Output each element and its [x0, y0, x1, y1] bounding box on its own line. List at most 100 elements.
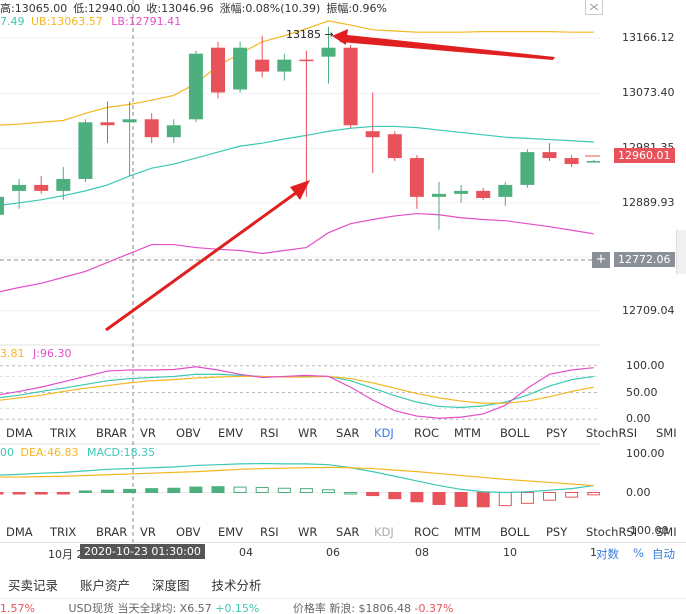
boll-mid-line — [0, 125, 594, 206]
tab-account-assets[interactable]: 账户资产 — [80, 577, 131, 593]
boll-ub-value: UB:13063.57 — [31, 15, 103, 28]
indicator-tab-rsi[interactable]: RSI — [260, 525, 279, 539]
time-label-08: 08 — [415, 546, 429, 559]
indicator-tab-wr[interactable]: WR — [298, 426, 318, 440]
candle-body — [100, 122, 115, 126]
macd-value: MACD:18.35 — [86, 446, 156, 459]
candle-body — [78, 122, 93, 179]
macd-bar — [565, 492, 579, 498]
ticker-left: 1.57% — [0, 602, 35, 614]
indicator-tab-brar[interactable]: BRAR — [96, 525, 128, 539]
current-price-tag: 12960.01 — [614, 148, 675, 163]
indicator-tab-vr[interactable]: VR — [140, 525, 156, 539]
macd-bar — [476, 492, 490, 508]
indicator-tab-stochrsi[interactable]: StochRSI — [586, 525, 638, 539]
tab-depth-chart[interactable]: 深度图 — [152, 577, 190, 593]
candle-body — [387, 134, 402, 159]
kdj-tick-label: 100.00 — [626, 358, 665, 372]
indicator-tab-psy[interactable]: PSY — [546, 426, 568, 440]
tab-trade-records[interactable]: 买卖记录 — [8, 577, 59, 593]
bottom-tab-bar: 买卖记录 账户资产 深度图 技术分析 — [0, 570, 686, 598]
indicator-tab-roc[interactable]: ROC — [414, 426, 440, 440]
boll-mid-value: 7.49 — [0, 15, 25, 28]
kdj-k-value: 3.81 — [0, 347, 25, 360]
arrow-head-2 — [290, 180, 310, 200]
macd-bar — [211, 486, 225, 494]
macd-bar — [454, 492, 468, 507]
close-value: 收:13046.96 — [146, 2, 214, 15]
macd-bar — [167, 487, 181, 493]
macd-bar — [322, 489, 335, 493]
candle-body — [144, 119, 159, 138]
candle-body — [211, 47, 225, 93]
expand-icon[interactable] — [585, 0, 603, 15]
log-scale-toggle[interactable]: 对数 — [596, 547, 619, 561]
add-line-button[interactable]: + — [592, 252, 610, 268]
high-value: 高:13065.00 — [0, 2, 68, 15]
boll-upper-line — [0, 20, 594, 126]
indicator-tab-emv[interactable]: EMV — [218, 426, 244, 440]
macd-bar — [101, 489, 114, 494]
indicator-tab-mtm[interactable]: MTM — [454, 525, 481, 539]
price-chart[interactable] — [0, 0, 600, 560]
auto-scale-toggle[interactable]: 自动 — [652, 547, 675, 561]
candle-body — [409, 158, 424, 197]
indicator-tab-mtm[interactable]: MTM — [454, 426, 481, 440]
scroll-handle[interactable] — [676, 230, 686, 274]
macd-bar — [56, 492, 70, 495]
indicator-tab-emv[interactable]: EMV — [218, 525, 244, 539]
indicator-tab-boll[interactable]: BOLL — [500, 426, 530, 440]
macd-bar — [277, 487, 291, 493]
indicator-tab-kdj[interactable]: KDJ — [374, 525, 394, 539]
indicator-tab-smi[interactable]: SMI — [656, 426, 677, 440]
macd-bar — [520, 492, 534, 504]
indicator-tab-sar[interactable]: SAR — [336, 525, 360, 539]
macd-bar — [366, 492, 380, 497]
price-axis: 13166.1213073.4012981.3512889.9312799.17… — [618, 0, 686, 340]
indicator-tab-boll[interactable]: BOLL — [500, 525, 530, 539]
tab-technical-analysis[interactable]: 技术分析 — [211, 577, 262, 593]
indicator-tab-dma[interactable]: DMA — [6, 426, 33, 440]
indicator-tab-obv[interactable]: OBV — [176, 426, 201, 440]
kdj-j-line — [0, 366, 594, 419]
indicator-tab-stochrsi[interactable]: StochRSI — [586, 426, 638, 440]
ohlc-info: 高:13065.00 低:12940.00 收:13046.96 涨幅:0.08%(1… — [0, 0, 393, 15]
macd-bar — [78, 490, 92, 494]
candle-body — [0, 196, 4, 215]
indicator-tabs-lower: DMA TRIX BRAR VR OBV EMV RSI WR SAR KDJ ROC MTM BOLL… — [0, 525, 677, 541]
indicator-tab-kdj[interactable]: KDJ — [374, 426, 394, 440]
percent-toggle[interactable]: % — [633, 546, 644, 560]
candle-body — [122, 119, 137, 123]
time-label-10: 10 — [503, 546, 517, 559]
candle-body — [542, 152, 557, 159]
price-ticker: 1.57% USD现货 当天全球均: X6.57 +0.15% 价格率 新浪: … — [0, 600, 686, 614]
macd-info: 00 DEA:46.83 MACD:18.35 — [0, 446, 155, 459]
indicator-tab-dma[interactable]: DMA — [6, 525, 33, 539]
ticker-mid-change: +0.15% — [215, 602, 260, 614]
candle-body — [432, 193, 446, 197]
indicator-tab-obv[interactable]: OBV — [176, 525, 201, 539]
candle-body — [476, 190, 491, 199]
macd-bar — [123, 488, 137, 493]
indicator-tab-wr[interactable]: WR — [298, 525, 318, 539]
indicator-tab-trix[interactable]: TRIX — [50, 426, 77, 440]
price-tick-label: 13166.12 — [622, 31, 675, 45]
indicator-tab-sar[interactable]: SAR — [336, 426, 360, 440]
macd-bar — [410, 492, 424, 503]
macd-tick-label: 100.00 — [626, 446, 665, 460]
macd-bar — [498, 492, 512, 507]
indicator-tab-roc[interactable]: ROC — [414, 525, 440, 539]
macd-bar — [0, 492, 4, 495]
macd-axis: 100.00 0.00 -100.00 — [626, 446, 686, 546]
indicator-tab-smi[interactable]: SMI — [656, 525, 677, 539]
indicator-tab-psy[interactable]: PSY — [546, 525, 568, 539]
macd-dea-line — [0, 466, 594, 487]
candle-body — [255, 59, 270, 72]
macd-bar — [233, 486, 247, 494]
time-label-1: 1 — [590, 546, 597, 559]
indicator-tab-rsi[interactable]: RSI — [260, 426, 279, 440]
indicator-tab-brar[interactable]: BRAR — [96, 426, 128, 440]
indicator-tab-vr[interactable]: VR — [140, 426, 156, 440]
indicator-tab-trix[interactable]: TRIX — [50, 525, 77, 539]
macd-bar — [299, 488, 313, 493]
